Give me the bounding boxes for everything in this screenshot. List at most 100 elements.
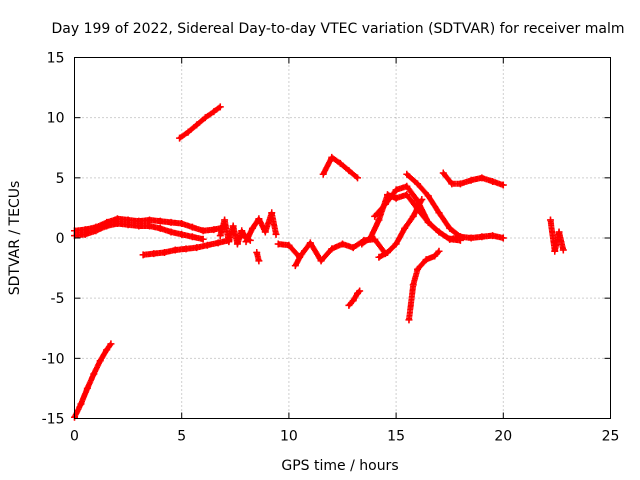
data-point xyxy=(328,153,336,161)
data-point xyxy=(92,227,100,235)
data-point xyxy=(456,233,464,241)
data-point xyxy=(238,227,246,235)
data-point xyxy=(349,244,357,252)
data-point xyxy=(392,194,400,202)
data-point xyxy=(418,195,426,203)
data-point xyxy=(176,134,184,142)
data-point xyxy=(193,244,201,252)
data-point xyxy=(422,256,430,264)
data-point xyxy=(431,252,439,260)
x-tick-label: 10 xyxy=(280,429,298,445)
data-point xyxy=(272,230,280,238)
data-point xyxy=(446,224,454,232)
data-point xyxy=(171,246,179,254)
data-point xyxy=(358,240,366,248)
data-point xyxy=(405,316,413,324)
data-point xyxy=(424,218,432,226)
data-point xyxy=(146,216,154,224)
data-point xyxy=(336,159,344,167)
data-point xyxy=(384,248,392,256)
data-point xyxy=(375,253,383,261)
data-point xyxy=(456,180,464,188)
data-point xyxy=(199,235,207,243)
data-point xyxy=(345,167,353,175)
data-point xyxy=(356,287,364,295)
x-tick-label: 5 xyxy=(177,429,186,445)
data-point xyxy=(424,192,432,200)
data-point xyxy=(90,370,98,378)
data-point xyxy=(371,235,379,243)
data-point xyxy=(319,170,327,178)
data-series-s15 xyxy=(403,170,464,241)
data-series-s17 xyxy=(405,247,443,324)
data-point xyxy=(339,240,346,248)
data-point xyxy=(81,230,89,238)
data-point xyxy=(221,216,229,224)
data-point xyxy=(328,245,336,253)
data-point xyxy=(414,180,422,188)
data-point xyxy=(156,224,164,232)
data-point xyxy=(167,218,175,226)
tick-labels: 0 5 10 15 20 25 -15 -10 -5 0 5 10 15 xyxy=(42,51,620,445)
x-tick-label: 0 xyxy=(70,429,79,445)
data-point xyxy=(161,248,169,256)
data-point xyxy=(103,222,111,230)
data-point xyxy=(214,239,222,247)
x-tick-label: 20 xyxy=(494,429,512,445)
data-point xyxy=(150,250,158,258)
data-point xyxy=(392,240,400,248)
data-point xyxy=(478,174,486,182)
data-point xyxy=(499,234,507,242)
data-point xyxy=(103,346,111,354)
data-point xyxy=(403,170,411,178)
data-point xyxy=(354,174,362,182)
data-point xyxy=(77,400,85,408)
y-tick-label: 10 xyxy=(47,111,65,127)
y-axis-label: SDTVAR / TECUs xyxy=(7,181,23,296)
grid xyxy=(74,57,611,419)
data-point xyxy=(261,228,269,236)
data-point xyxy=(268,209,276,217)
x-tick-label: 15 xyxy=(387,429,405,445)
data-point xyxy=(435,209,443,217)
data-point xyxy=(255,257,263,265)
data-point xyxy=(229,222,237,230)
axis-ticks xyxy=(74,57,611,419)
data-point xyxy=(253,248,261,256)
data-point xyxy=(135,222,143,230)
data-series-s7 xyxy=(242,209,280,246)
data-point xyxy=(478,233,486,241)
data-point xyxy=(242,238,250,246)
y-tick-label: 0 xyxy=(56,231,65,247)
data-point xyxy=(349,297,357,305)
data-point xyxy=(178,220,186,228)
data-point xyxy=(291,262,299,270)
data-point xyxy=(375,216,383,224)
data-point xyxy=(414,265,422,273)
data-point xyxy=(435,228,443,236)
data-point xyxy=(255,215,263,223)
data-point xyxy=(403,191,411,199)
x-axis-label: GPS time / hours xyxy=(281,458,398,474)
data-series-s8 xyxy=(253,248,263,265)
data-point xyxy=(83,384,91,392)
data-point xyxy=(489,232,497,240)
data-point xyxy=(113,220,121,228)
data-point xyxy=(248,224,256,232)
data-series-s12 xyxy=(345,287,364,309)
data-point xyxy=(317,257,325,265)
data-series-s11 xyxy=(319,153,362,182)
data-point xyxy=(216,232,224,240)
data-series-s10 xyxy=(291,250,306,270)
data-point xyxy=(392,186,400,194)
data-point xyxy=(381,200,389,208)
data-point xyxy=(178,230,186,238)
data-point xyxy=(401,224,409,232)
data-point xyxy=(551,247,559,255)
data-point xyxy=(188,233,196,241)
y-tick-label: -15 xyxy=(42,412,65,428)
data-series-s18 xyxy=(439,169,507,189)
data-point xyxy=(285,241,293,249)
